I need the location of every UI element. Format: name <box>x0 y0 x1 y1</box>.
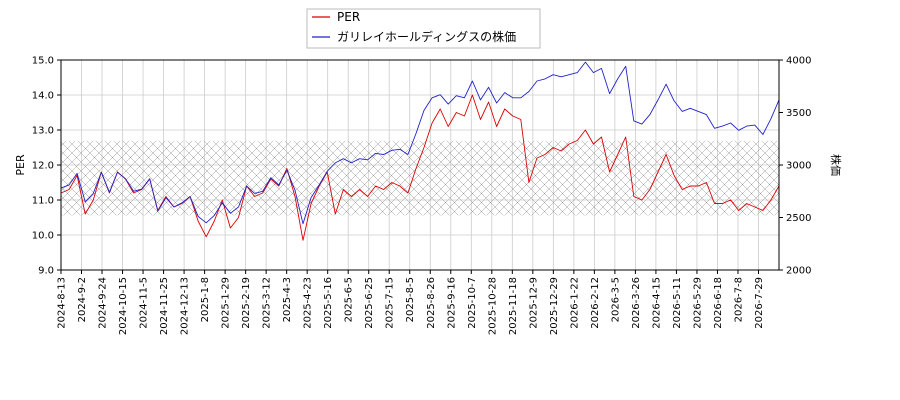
legend-box <box>306 8 541 49</box>
x-tick-label: 2026-3-5 <box>610 277 621 322</box>
x-tick-label: 2024-9-2 <box>77 277 88 322</box>
x-tick-label: 2025-10-7 <box>467 277 478 329</box>
x-tick-label: 2025-9-16 <box>446 277 457 329</box>
x-tick-label: 2026-5-29 <box>692 277 703 329</box>
x-tick-label: 2025-12-9 <box>528 277 539 329</box>
left-tick-label: 10.0 <box>32 231 54 242</box>
x-tick-label: 2026-6-18 <box>713 277 724 329</box>
x-tick-label: 2024-10-15 <box>118 277 129 335</box>
x-tick-label: 2024-12-13 <box>180 277 191 335</box>
left-y-axis: 9.0 10.0 11.0 12.0 13.0 14.0 15.0 <box>32 56 61 277</box>
left-tick-label: 9.0 <box>38 266 54 277</box>
right-tick-label: 2500 <box>786 213 811 224</box>
x-tick-label: 2026-1-22 <box>569 277 580 329</box>
legend-label-price: ガリレイホールディングスの株価 <box>337 29 516 44</box>
x-tick-label: 2024-9-24 <box>98 277 109 329</box>
right-tick-label: 3500 <box>786 108 811 119</box>
right-tick-label: 2000 <box>786 266 811 277</box>
price-band <box>61 140 779 216</box>
legend: PER ガリレイホールディングスの株価 <box>306 8 541 49</box>
x-tick-label: 2025-6-5 <box>344 277 355 322</box>
x-tick-label: 2024-8-13 <box>57 277 68 329</box>
x-tick-label: 2025-1-29 <box>221 277 232 329</box>
x-tick-label: 2026-7-29 <box>754 277 765 329</box>
x-tick-label: 2026-3-26 <box>631 277 642 329</box>
left-tick-label: 12.0 <box>32 161 54 172</box>
x-tick-label: 2024-11-25 <box>159 277 170 335</box>
x-tick-label: 2025-3-12 <box>262 277 273 329</box>
right-y-axis: 2000 2500 3000 3500 4000 <box>779 56 811 277</box>
x-tick-label: 2025-12-29 <box>549 277 560 335</box>
x-tick-label: 2025-6-25 <box>364 277 375 329</box>
legend-label-per: PER <box>337 10 360 24</box>
right-axis-title: 株価 <box>829 154 843 176</box>
x-tick-label: 2026-4-15 <box>651 277 662 329</box>
right-tick-label: 3000 <box>786 161 811 172</box>
x-tick-label: 2025-4-23 <box>303 277 314 329</box>
x-tick-label: 2025-2-19 <box>241 277 252 329</box>
price-line <box>60 61 780 225</box>
x-tick-label: 2024-11-5 <box>139 277 150 329</box>
right-tick-label: 4000 <box>786 56 811 67</box>
left-axis-title: PER <box>14 154 27 176</box>
x-tick-label: 2025-10-28 <box>487 277 498 335</box>
left-tick-label: 11.0 <box>32 196 54 207</box>
x-tick-label: 2025-8-26 <box>426 277 437 329</box>
x-tick-label: 2025-7-15 <box>385 277 396 329</box>
x-tick-label: 2025-4-3 <box>282 277 293 322</box>
left-tick-label: 13.0 <box>32 126 54 137</box>
left-tick-label: 14.0 <box>32 91 54 102</box>
x-axis: 2024-8-13 2024-9-2 2024-9-24 2024-10-15 2024… <box>57 270 765 335</box>
x-tick-label: 2025-8-5 <box>405 277 416 322</box>
x-tick-label: 2025-5-16 <box>323 277 334 329</box>
x-tick-label: 2026-7-8 <box>733 277 744 322</box>
x-tick-label: 2026-5-11 <box>672 277 683 329</box>
left-tick-label: 15.0 <box>32 56 54 67</box>
x-tick-label: 2026-2-12 <box>590 277 601 329</box>
x-tick-label: 2025-1-8 <box>200 277 211 322</box>
x-tick-label: 2025-11-18 <box>508 277 519 335</box>
per-line <box>60 94 780 241</box>
series-lines <box>60 61 780 241</box>
